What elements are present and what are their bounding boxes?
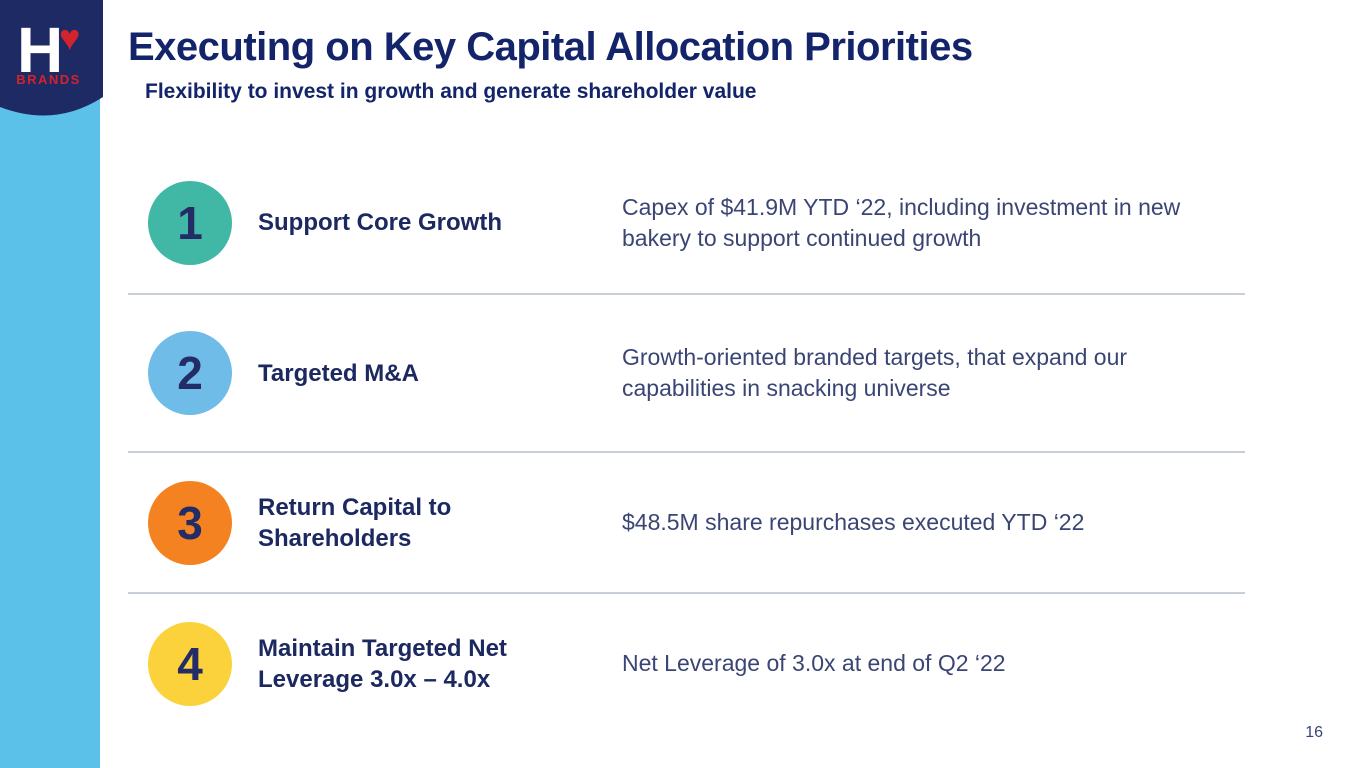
priority-number-wrap: 3 (128, 480, 258, 565)
brand-logo: H ♥ BRANDS (0, 0, 103, 122)
priority-number: 2 (177, 347, 203, 399)
logo-badge-shape (0, 0, 103, 116)
priority-row: 2 Targeted M&A Growth-oriented branded t… (128, 293, 1245, 451)
priority-number: 4 (177, 637, 203, 690)
priorities-list: 1 Support Core Growth Capex of $41.9M YT… (128, 152, 1245, 733)
priority-number: 1 (177, 196, 203, 249)
page-number: 16 (1305, 724, 1323, 741)
priority-number: 3 (177, 496, 203, 549)
priority-number-badge: 4 (148, 621, 232, 706)
slide-content: Executing on Key Capital Allocation Prio… (128, 24, 1245, 733)
priority-row: 4 Maintain Targeted Net Leverage 3.0x – … (128, 592, 1245, 733)
priority-label: Maintain Targeted Net Leverage 3.0x – 4.… (258, 634, 507, 693)
priority-label: Return Capital to Shareholders (258, 493, 452, 552)
priority-description: Net Leverage of 3.0x at end of Q2 ‘22 (622, 650, 1006, 676)
priority-number-wrap: 1 (128, 180, 258, 265)
page-title: Executing on Key Capital Allocation Prio… (128, 25, 973, 69)
priority-row: 1 Support Core Growth Capex of $41.9M YT… (128, 152, 1245, 293)
logo-letter: H (17, 14, 63, 86)
priority-row: 3 Return Capital to Shareholders $48.5M … (128, 451, 1245, 592)
priority-number-wrap: 2 (128, 331, 258, 415)
priority-number-badge: 2 (148, 331, 232, 415)
priority-number-badge: 3 (148, 480, 232, 565)
heart-icon: ♥ (59, 17, 81, 58)
priority-label: Support Core Growth (258, 209, 502, 236)
priority-description: Capex of $41.9M YTD ‘22, including inves… (622, 193, 1181, 251)
page-subtitle: Flexibility to invest in growth and gene… (145, 80, 757, 103)
priority-number-badge: 1 (148, 180, 232, 265)
priority-description: Growth-oriented branded targets, that ex… (622, 344, 1128, 401)
priority-label: Targeted M&A (258, 359, 419, 387)
priority-number-wrap: 4 (128, 621, 258, 706)
priority-description: $48.5M share repurchases executed YTD ‘2… (622, 509, 1085, 535)
left-accent-bar (0, 0, 100, 768)
logo-brand-text: BRANDS (16, 72, 81, 87)
